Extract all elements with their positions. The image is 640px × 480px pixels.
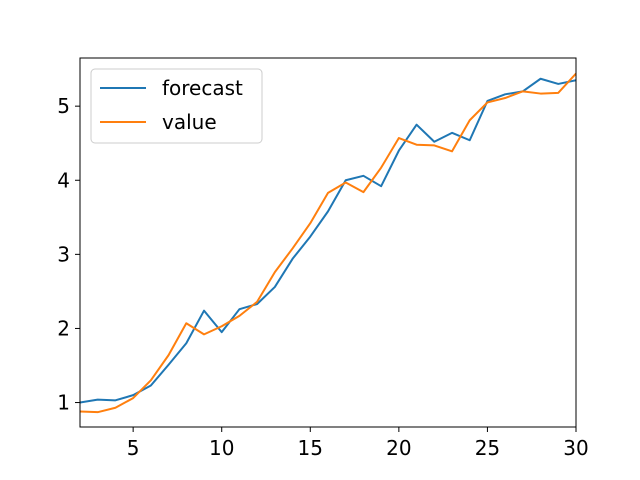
series-layer xyxy=(80,72,576,414)
y-tick-label: 4 xyxy=(57,168,70,192)
x-tick-label: 20 xyxy=(386,436,411,460)
y-axis: 1 2 3 4 5 xyxy=(57,94,80,415)
y-tick-label: 2 xyxy=(57,316,70,340)
x-tick-label: 15 xyxy=(298,436,323,460)
y-tick-label: 1 xyxy=(57,391,70,415)
x-tick-label: 5 xyxy=(127,436,140,460)
series-line-forecast xyxy=(80,77,576,404)
legend-label-forecast: forecast xyxy=(162,76,243,100)
series-line-value xyxy=(80,72,576,414)
x-axis: 5 10 15 20 25 30 xyxy=(127,427,589,460)
x-tick-label: 10 xyxy=(209,436,234,460)
y-tick-label: 5 xyxy=(57,94,70,118)
y-tick-label: 3 xyxy=(57,242,70,266)
x-tick-label: 25 xyxy=(475,436,500,460)
legend: forecast value xyxy=(90,68,263,144)
plot-area-frame xyxy=(79,57,577,428)
x-tick-label: 30 xyxy=(563,436,588,460)
legend-label-value: value xyxy=(162,110,217,134)
